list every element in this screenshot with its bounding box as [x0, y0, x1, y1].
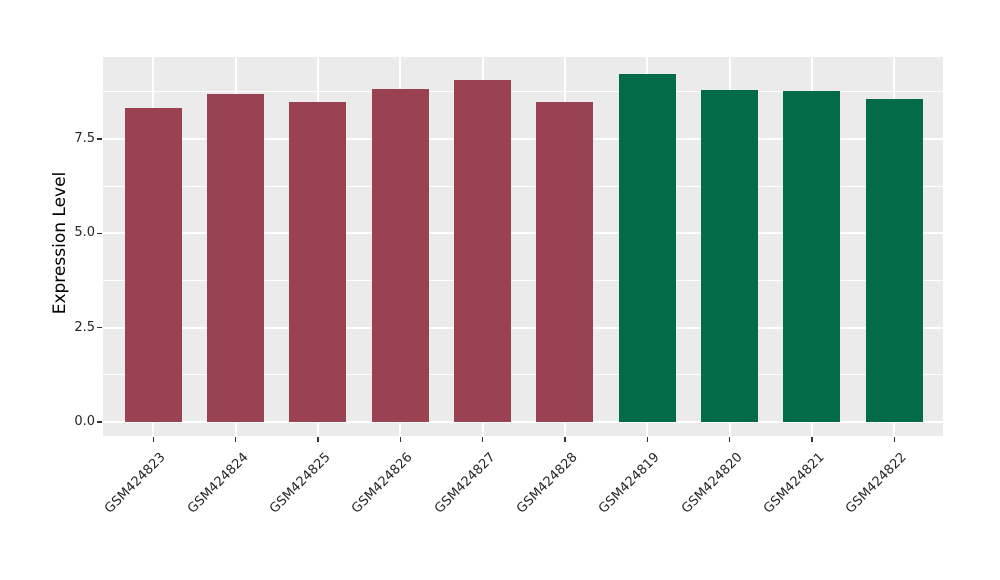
y-axis-tick [97, 232, 102, 235]
bar-GSM424828 [536, 101, 594, 422]
x-axis-tick [234, 437, 237, 442]
y-tick-label: 7.5 [74, 131, 95, 147]
x-axis-tick [152, 437, 155, 442]
bar-GSM424822 [865, 99, 923, 422]
bar-GSM424820 [701, 89, 759, 422]
bar-GSM424827 [454, 80, 512, 422]
y-tick-label: 0.0 [74, 414, 95, 429]
gridline-major-horizontal [103, 326, 943, 329]
plot-panel [103, 57, 943, 436]
bar-GSM424823 [124, 108, 182, 422]
x-axis-tick [399, 437, 402, 442]
gridline-minor-horizontal [103, 185, 943, 187]
x-axis-tick [564, 437, 566, 442]
bar-GSM424824 [207, 94, 265, 422]
y-axis-tick [97, 326, 102, 329]
x-axis-tick [811, 437, 813, 442]
y-tick-label: 2.5 [74, 319, 95, 335]
x-axis-tick [317, 437, 319, 442]
bar-GSM424826 [371, 89, 429, 422]
gridline-minor-horizontal [103, 374, 943, 376]
bar-GSM424825 [289, 102, 347, 422]
bar-GSM424819 [618, 74, 676, 422]
y-axis-tick [97, 421, 102, 423]
y-tick-label: 5.0 [74, 225, 95, 241]
bar-GSM424821 [783, 91, 841, 422]
x-axis-tick [646, 437, 649, 442]
x-axis-tick [728, 437, 731, 442]
x-axis-tick [481, 437, 484, 442]
gridline-major-horizontal [103, 232, 943, 235]
gridline-major-horizontal [103, 138, 943, 141]
gridline-minor-horizontal [103, 280, 943, 281]
y-axis-tick [97, 138, 102, 140]
gridline-major-horizontal [103, 421, 943, 423]
y-axis-title: Expression Level [50, 171, 70, 315]
x-axis-tick [893, 437, 896, 442]
gridline-minor-horizontal [103, 91, 943, 93]
